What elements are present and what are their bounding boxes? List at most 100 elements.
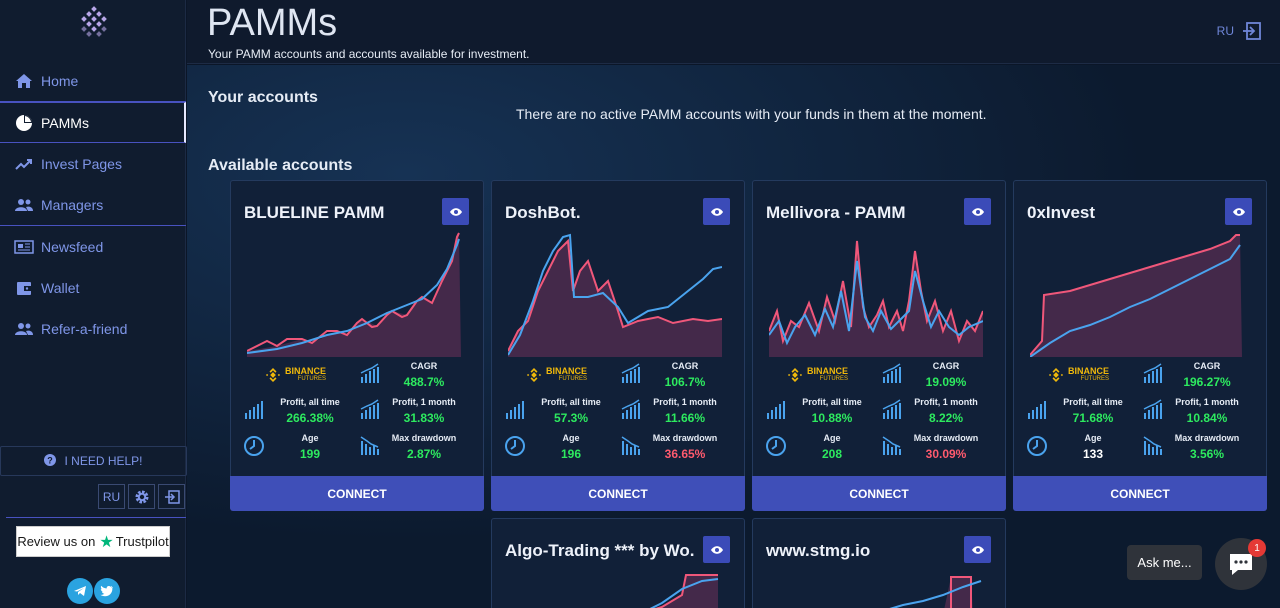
trend-up-icon bbox=[14, 154, 34, 174]
gear-icon bbox=[135, 490, 148, 503]
view-button[interactable] bbox=[964, 198, 991, 225]
settings-button[interactable] bbox=[128, 484, 155, 509]
connect-button[interactable]: CONNECT bbox=[491, 476, 745, 511]
drawdown-chart-icon bbox=[882, 436, 901, 455]
trustpilot-brand: Trustpilot bbox=[115, 534, 169, 549]
pamm-card: BLUELINE PAMM BINANCE FUTURES CAGR 488.7% … bbox=[230, 180, 484, 511]
view-button[interactable] bbox=[964, 536, 991, 563]
logo-icon[interactable] bbox=[78, 6, 110, 38]
empty-accounts-message: There are no active PAMM accounts with y… bbox=[516, 106, 987, 122]
clock-icon bbox=[505, 436, 525, 456]
logout-icon[interactable] bbox=[1242, 21, 1262, 41]
binance-futures-logo: BINANCE FUTURES bbox=[1048, 367, 1109, 383]
connect-button[interactable]: CONNECT bbox=[1013, 476, 1267, 511]
view-button[interactable] bbox=[703, 536, 730, 563]
binance-icon bbox=[526, 368, 542, 382]
pamm-name: DoshBot. bbox=[505, 203, 581, 222]
bar-chart-icon bbox=[506, 401, 524, 419]
growth-chart-icon bbox=[882, 399, 901, 419]
sidebar-divider bbox=[6, 517, 186, 518]
trustpilot-review-link[interactable]: Review us on ★ Trustpilot bbox=[16, 526, 170, 557]
sidebar-item-managers[interactable]: Managers bbox=[0, 184, 186, 225]
binance-label: BINANCE bbox=[1068, 366, 1110, 376]
profit-all-stat: Profit, all time 57.3% bbox=[526, 397, 616, 425]
help-button[interactable]: ? I NEED HELP! bbox=[0, 446, 187, 476]
max-drawdown-label: Max drawdown bbox=[391, 433, 457, 443]
twitter-icon bbox=[100, 585, 113, 597]
profit-month-value: 10.84% bbox=[1186, 411, 1228, 425]
profit-all-label: Profit, all time bbox=[541, 397, 601, 407]
sidebar-item-home[interactable]: Home bbox=[0, 60, 186, 101]
your-accounts-title: Your accounts bbox=[208, 89, 318, 106]
cagr-label: CAGR bbox=[1193, 361, 1221, 371]
pamm-name: BLUELINE PAMM bbox=[244, 203, 385, 222]
ask-me-tooltip[interactable]: Ask me... bbox=[1127, 545, 1202, 580]
profit-month-stat: Profit, 1 month 31.83% bbox=[379, 397, 469, 425]
eye-icon bbox=[710, 207, 723, 216]
drawdown-chart-icon bbox=[1143, 436, 1162, 455]
twitter-link[interactable] bbox=[94, 578, 120, 604]
language-button[interactable]: RU bbox=[98, 484, 125, 509]
connect-button[interactable]: CONNECT bbox=[230, 476, 484, 511]
sidebar-item-refer-a-friend[interactable]: Refer-a-friend bbox=[0, 308, 186, 349]
max-drawdown-stat: Max drawdown 36.65% bbox=[640, 433, 730, 461]
profit-month-value: 8.22% bbox=[928, 411, 964, 425]
language-button[interactable]: RU bbox=[1216, 24, 1234, 38]
telegram-link[interactable] bbox=[67, 578, 93, 604]
sidebar-item-invest-pages[interactable]: Invest Pages bbox=[0, 143, 186, 184]
pamm-card: Mellivora - PAMM BINANCE FUTURES CAGR 19.0… bbox=[752, 180, 1006, 511]
newspaper-icon bbox=[14, 237, 34, 257]
view-button[interactable] bbox=[1225, 198, 1252, 225]
performance-chart bbox=[889, 576, 982, 608]
binance-label: BINANCE bbox=[285, 366, 327, 376]
home-icon bbox=[14, 71, 34, 91]
sidebar: Home PAMMs Invest Pages Managers N bbox=[0, 0, 187, 608]
sidebar-utility-row: RU bbox=[98, 484, 185, 509]
clock-icon bbox=[1027, 436, 1047, 456]
futures-label: FUTURES bbox=[819, 376, 849, 382]
profit-all-label: Profit, all time bbox=[802, 397, 862, 407]
telegram-icon bbox=[74, 586, 86, 596]
user-plus-icon bbox=[14, 319, 34, 339]
sidebar-nav: Home PAMMs Invest Pages Managers N bbox=[0, 60, 186, 349]
notification-badge: 1 bbox=[1248, 539, 1266, 557]
view-button[interactable] bbox=[703, 198, 730, 225]
help-label: I NEED HELP! bbox=[64, 454, 143, 468]
profit-all-stat: Profit, all time 266.38% bbox=[265, 397, 355, 425]
age-label: Age bbox=[301, 433, 319, 443]
binance-futures-logo: BINANCE FUTURES bbox=[787, 367, 848, 383]
logout-icon bbox=[164, 489, 180, 504]
performance-chart bbox=[247, 232, 461, 357]
age-stat: Age 208 bbox=[787, 433, 877, 461]
eye-icon bbox=[971, 545, 984, 554]
pamm-card: www.stmg.io bbox=[752, 518, 1006, 608]
binance-label: BINANCE bbox=[807, 366, 849, 376]
eye-icon bbox=[971, 207, 984, 216]
performance-chart bbox=[508, 233, 722, 357]
sidebar-item-newsfeed[interactable]: Newsfeed bbox=[0, 226, 186, 267]
view-button[interactable] bbox=[442, 198, 469, 225]
drawdown-chart-icon bbox=[360, 436, 379, 455]
growth-chart-icon bbox=[882, 363, 901, 383]
profit-all-stat: Profit, all time 10.88% bbox=[787, 397, 877, 425]
profit-all-label: Profit, all time bbox=[280, 397, 340, 407]
chat-icon bbox=[1230, 554, 1252, 575]
pamm-card: 0xInvest BINANCE FUTURES CAGR 196.27% Prof… bbox=[1013, 180, 1267, 511]
sidebar-item-pamms[interactable]: PAMMs bbox=[0, 102, 186, 143]
profit-month-label: Profit, 1 month bbox=[653, 397, 717, 407]
profit-month-label: Profit, 1 month bbox=[914, 397, 978, 407]
profit-all-value: 57.3% bbox=[553, 411, 589, 425]
pamm-name: www.stmg.io bbox=[766, 541, 871, 560]
profit-month-stat: Profit, 1 month 11.66% bbox=[640, 397, 730, 425]
sidebar-item-wallet[interactable]: Wallet bbox=[0, 267, 186, 308]
logout-button[interactable] bbox=[158, 484, 185, 509]
growth-chart-icon bbox=[1143, 399, 1162, 419]
futures-label: FUTURES bbox=[558, 376, 588, 382]
max-drawdown-label: Max drawdown bbox=[652, 433, 718, 443]
connect-button[interactable]: CONNECT bbox=[752, 476, 1006, 511]
age-value: 199 bbox=[299, 447, 321, 461]
wallet-icon bbox=[14, 278, 34, 298]
age-stat: Age 133 bbox=[1048, 433, 1138, 461]
sidebar-item-label: Newsfeed bbox=[41, 238, 104, 255]
sidebar-divider bbox=[0, 225, 186, 226]
